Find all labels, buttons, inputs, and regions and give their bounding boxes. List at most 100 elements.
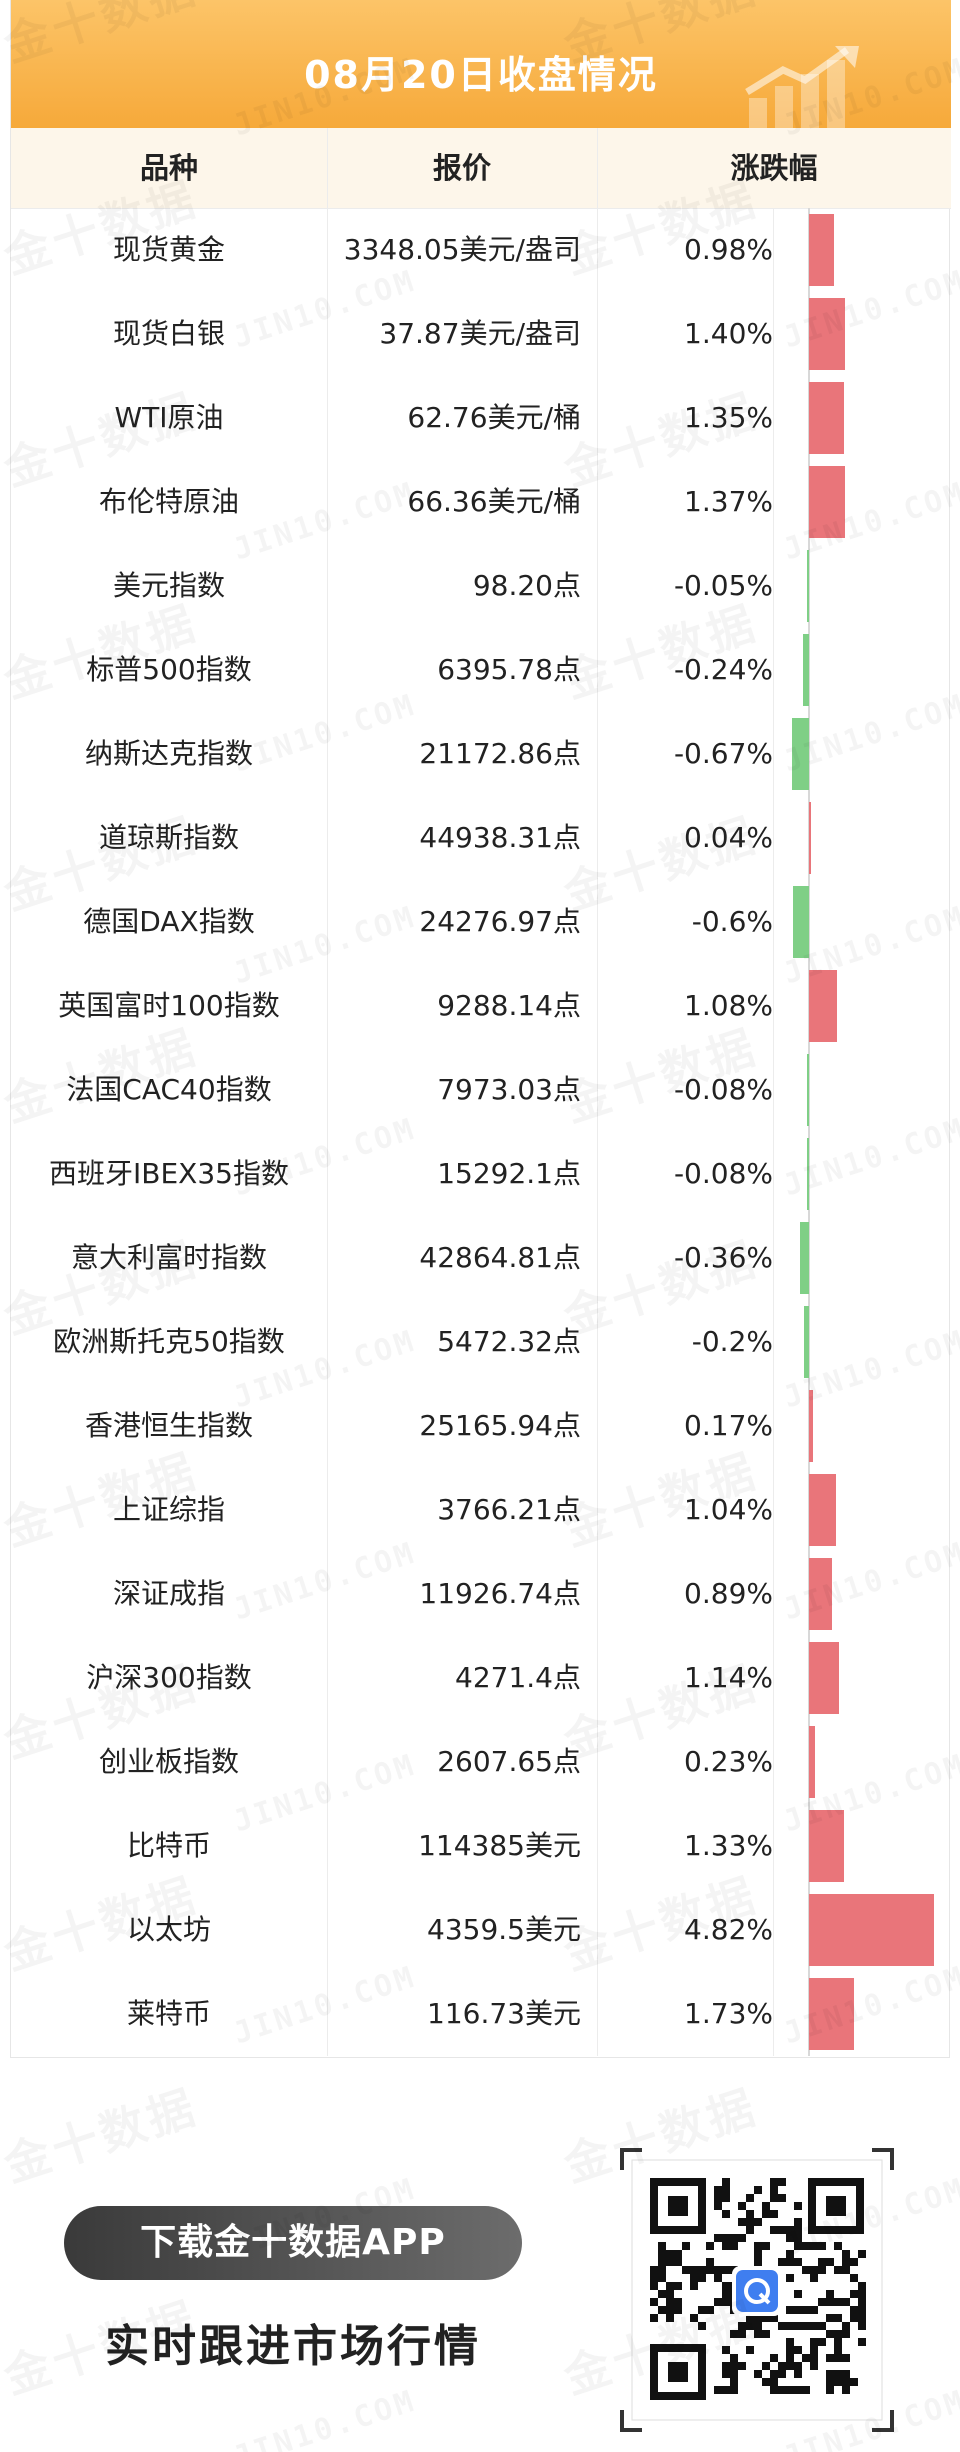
qr-code-image <box>620 2148 894 2432</box>
instrument-name: 道琼斯指数 <box>98 821 239 854</box>
instrument-change: 1.33% <box>684 1829 773 1862</box>
instrument-name: 现货黄金 <box>112 233 225 266</box>
table-row: 英国富时100指数 9288.14点 1.08% <box>11 964 951 1048</box>
download-app-button[interactable]: 下载金十数据APP <box>64 2206 522 2280</box>
instrument-name: 上证综指 <box>112 1493 225 1526</box>
instrument-change: -0.05% <box>673 569 773 602</box>
instrument-price: 42864.81点 <box>419 1241 581 1274</box>
table-row: 比特币 114385美元 1.33% <box>11 1804 951 1888</box>
instrument-change: 1.14% <box>684 1661 773 1694</box>
table-row: 道琼斯指数 44938.31点 0.04% <box>11 796 951 880</box>
instrument-price: 4271.4点 <box>455 1661 581 1694</box>
table-row: 莱特币 116.73美元 1.73% <box>11 1972 951 2056</box>
table-row: 创业板指数 2607.65点 0.23% <box>11 1720 951 1804</box>
instrument-name: WTI原油 <box>114 401 224 434</box>
change-bar <box>809 1978 854 2050</box>
instrument-name: 纳斯达克指数 <box>84 737 253 770</box>
instrument-name: 布伦特原油 <box>98 485 239 518</box>
change-bar <box>809 214 835 286</box>
change-bar <box>809 1474 837 1546</box>
instrument-change: 0.89% <box>684 1577 773 1610</box>
instrument-name: 标普500指数 <box>86 653 252 686</box>
instrument-change: 0.23% <box>684 1745 773 1778</box>
instrument-change: -0.67% <box>673 737 773 770</box>
bar-zero-axis <box>808 208 810 2056</box>
instrument-name: 西班牙IBEX35指数 <box>49 1157 289 1190</box>
table-row: 美元指数 98.20点 -0.05% <box>11 544 951 628</box>
instrument-price: 21172.86点 <box>419 737 581 770</box>
change-bar <box>807 550 809 622</box>
column-divider <box>327 128 328 2056</box>
instrument-price: 2607.65点 <box>437 1745 581 1778</box>
promo-subtitle: 实时跟进市场行情 <box>105 2321 481 2372</box>
change-bar <box>806 1138 809 1210</box>
header-banner: 08月20日收盘情况 <box>11 0 951 130</box>
change-bar <box>809 1642 839 1714</box>
change-bar <box>793 886 809 958</box>
instrument-change: -0.24% <box>673 653 773 686</box>
table-row: 欧洲斯托克50指数 5472.32点 -0.2% <box>11 1300 951 1384</box>
column-header-change: 涨跌幅 <box>730 151 818 185</box>
instrument-price: 7973.03点 <box>437 1073 581 1106</box>
column-divider <box>597 128 598 2056</box>
instrument-price: 9288.14点 <box>437 989 581 1022</box>
table-row: 香港恒生指数 25165.94点 0.17% <box>11 1384 951 1468</box>
instrument-price: 44938.31点 <box>419 821 581 854</box>
table-row: WTI原油 62.76美元/桶 1.35% <box>11 376 951 460</box>
change-bar <box>809 1894 935 1966</box>
table-row: 西班牙IBEX35指数 15292.1点 -0.08% <box>11 1132 951 1216</box>
table-row: 纳斯达克指数 21172.86点 -0.67% <box>11 712 951 796</box>
watermark-text: JIN10.COM <box>229 2384 420 2452</box>
instrument-name: 深证成指 <box>112 1577 225 1610</box>
instrument-price: 6395.78点 <box>437 653 581 686</box>
change-bar <box>799 1222 809 1294</box>
instrument-name: 香港恒生指数 <box>84 1409 253 1442</box>
change-bar <box>809 298 846 370</box>
market-summary-card: 08月20日收盘情况 品种 报价 涨跌幅 现货黄金 3348.05美元/盎司 0.9… <box>10 0 951 2058</box>
change-bar <box>809 1390 814 1462</box>
instrument-change: 0.17% <box>684 1409 773 1442</box>
instrument-price: 116.73美元 <box>427 1997 581 2030</box>
change-bar <box>806 1054 809 1126</box>
instrument-name: 德国DAX指数 <box>83 905 255 938</box>
change-bar <box>802 634 809 706</box>
instrument-change: -0.2% <box>691 1325 773 1358</box>
instrument-change: 1.73% <box>684 1997 773 2030</box>
table-row: 德国DAX指数 24276.97点 -0.6% <box>11 880 951 964</box>
change-bar <box>809 1558 833 1630</box>
table-row: 现货黄金 3348.05美元/盎司 0.98% <box>11 208 951 292</box>
table-row: 布伦特原油 66.36美元/桶 1.37% <box>11 460 951 544</box>
instrument-change: 1.40% <box>684 317 773 350</box>
instrument-price: 66.36美元/桶 <box>407 485 581 518</box>
table-row: 以太坊 4359.5美元 4.82% <box>11 1888 951 1972</box>
instrument-name: 英国富时100指数 <box>58 989 280 1022</box>
column-header-price: 报价 <box>432 151 491 185</box>
instrument-price: 4359.5美元 <box>427 1913 581 1946</box>
table-row: 沪深300指数 4271.4点 1.14% <box>11 1636 951 1720</box>
change-bar <box>809 1810 844 1882</box>
instrument-change: -0.08% <box>673 1073 773 1106</box>
instrument-name: 法国CAC40指数 <box>66 1073 272 1106</box>
page-title: 08月20日收盘情况 <box>304 53 658 97</box>
instrument-name: 沪深300指数 <box>86 1661 252 1694</box>
quotes-table-body: 现货黄金 3348.05美元/盎司 0.98% 现货白银 37.87美元/盎司 1.40%… <box>11 208 951 2056</box>
instrument-name: 比特币 <box>126 1829 211 1862</box>
instrument-change: -0.6% <box>691 905 773 938</box>
instrument-name: 以太坊 <box>126 1913 211 1946</box>
instrument-price: 37.87美元/盎司 <box>379 317 581 350</box>
instrument-price: 98.20点 <box>472 569 581 602</box>
instrument-change: 1.35% <box>684 401 773 434</box>
instrument-name: 现货白银 <box>112 317 225 350</box>
table-row: 上证综指 3766.21点 1.04% <box>11 1468 951 1552</box>
change-bar <box>809 802 811 874</box>
instrument-price: 15292.1点 <box>437 1157 581 1190</box>
instrument-change: -0.08% <box>673 1157 773 1190</box>
change-bar <box>803 1306 809 1378</box>
table-row: 现货白银 37.87美元/盎司 1.40% <box>11 292 951 376</box>
qr-code[interactable] <box>620 2148 894 2432</box>
instrument-price: 3766.21点 <box>437 1493 581 1526</box>
column-header-name: 品种 <box>139 151 198 185</box>
instrument-price: 114385美元 <box>418 1829 581 1862</box>
table-row: 深证成指 11926.74点 0.89% <box>11 1552 951 1636</box>
instrument-name: 创业板指数 <box>98 1745 239 1778</box>
